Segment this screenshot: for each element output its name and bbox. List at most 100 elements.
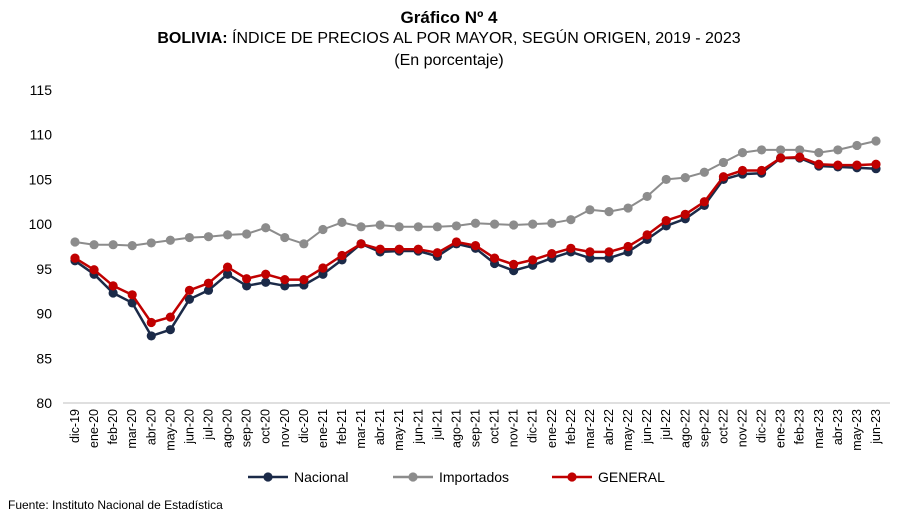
- x-tick-label: jul-20: [202, 409, 216, 441]
- data-point-general: [528, 255, 538, 265]
- data-point-general: [795, 152, 805, 162]
- data-point-importados: [623, 203, 633, 213]
- data-point-general: [318, 263, 328, 273]
- data-point-general: [337, 250, 347, 261]
- data-point-importados: [718, 157, 729, 168]
- data-point-importados: [489, 219, 500, 229]
- data-point-importados: [737, 148, 748, 158]
- x-tick-label: feb-22: [564, 409, 578, 444]
- y-tick-label: 80: [36, 395, 52, 411]
- x-tick-label: oct-20: [259, 409, 273, 444]
- chart-units: (En porcentaje): [394, 52, 504, 69]
- data-point-importados: [413, 222, 423, 232]
- data-point-importados: [394, 222, 404, 232]
- data-point-general: [165, 312, 175, 322]
- x-tick-label: dic-21: [526, 409, 540, 443]
- data-point-importados: [547, 218, 557, 228]
- data-point-general: [718, 172, 729, 182]
- data-point-general: [489, 253, 500, 263]
- x-tick-label: abr-20: [144, 409, 158, 445]
- x-tick-label: dic-19: [68, 409, 82, 443]
- data-point-importados: [70, 237, 80, 247]
- x-tick-label: mar-23: [812, 409, 826, 449]
- chart-subtitle: BOLIVIA: ÍNDICE DE PRECIOS AL POR MAYOR,…: [0, 30, 898, 48]
- data-point-general: [127, 290, 137, 300]
- x-tick-label: jul-21: [430, 409, 444, 441]
- x-tick-label: ago-21: [449, 409, 463, 448]
- source-note: Fuente: Instituto Nacional de Estadístic…: [8, 498, 223, 512]
- data-point-importados: [528, 219, 538, 229]
- data-point-importados: [203, 232, 214, 242]
- legend-marker-nacional: [263, 472, 273, 482]
- y-tick-label: 115: [30, 82, 53, 98]
- data-point-general: [356, 239, 366, 249]
- data-point-general: [604, 247, 614, 257]
- x-tick-label: mar-21: [354, 409, 368, 449]
- data-point-nacional: [127, 298, 137, 308]
- x-tick-label: may-20: [163, 409, 177, 451]
- data-point-importados: [699, 167, 709, 177]
- legend-marker-general: [567, 472, 577, 482]
- data-point-general: [623, 241, 633, 252]
- data-point-general: [413, 244, 423, 254]
- data-point-importados: [222, 230, 233, 240]
- x-tick-label: nov-22: [736, 409, 750, 447]
- data-point-general: [70, 253, 80, 263]
- x-tick-label: oct-22: [716, 409, 730, 444]
- data-point-general: [261, 269, 271, 279]
- data-point-general: [547, 249, 557, 259]
- subtitle-country: BOLIVIA:: [157, 30, 228, 47]
- data-point-general: [680, 209, 690, 219]
- series-line-importados: [74, 140, 877, 247]
- x-tick-label: abr-23: [831, 409, 845, 445]
- data-point-general: [89, 265, 99, 275]
- data-point-importados: [165, 235, 175, 245]
- data-point-general: [661, 215, 671, 226]
- data-point-nacional: [108, 288, 118, 298]
- data-point-importados: [642, 191, 652, 202]
- data-point-importados: [795, 145, 805, 155]
- data-point-importados: [451, 221, 462, 231]
- x-tick-label: ago-22: [678, 409, 692, 448]
- data-point-general: [451, 237, 462, 247]
- data-point-importados: [356, 222, 366, 232]
- subtitle-text: ÍNDICE DE PRECIOS AL POR MAYOR, SEGÚN OR…: [227, 30, 741, 47]
- data-point-importados: [776, 145, 786, 155]
- data-point-importados: [261, 223, 271, 233]
- data-point-importados: [432, 222, 442, 232]
- y-tick-label: 105: [29, 171, 53, 187]
- x-tick-label: sep-21: [469, 409, 483, 447]
- data-point-importados: [585, 205, 595, 215]
- data-point-general: [814, 159, 824, 169]
- x-tick-label: nov-21: [507, 409, 521, 447]
- data-point-general: [566, 243, 576, 253]
- data-point-general: [871, 159, 881, 169]
- data-point-importados: [337, 217, 347, 227]
- x-tick-label: feb-20: [106, 409, 120, 444]
- data-point-importados: [604, 207, 614, 217]
- data-point-general: [432, 248, 442, 258]
- data-point-general: [470, 241, 481, 251]
- data-point-general: [394, 244, 404, 254]
- data-point-nacional: [261, 277, 271, 287]
- legend-label-general: GENERAL: [598, 469, 665, 485]
- data-point-importados: [680, 173, 690, 183]
- data-point-importados: [108, 240, 118, 250]
- data-point-importados: [470, 218, 481, 228]
- data-point-general: [242, 274, 252, 284]
- x-tick-label: jul-22: [659, 409, 673, 441]
- x-tick-label: nov-20: [278, 409, 292, 447]
- data-point-general: [222, 262, 233, 272]
- x-tick-label: ene-23: [774, 409, 788, 448]
- y-tick-label: 85: [36, 350, 52, 366]
- data-point-importados: [852, 140, 862, 151]
- data-point-general: [776, 153, 786, 163]
- x-tick-label: mar-22: [583, 409, 597, 449]
- data-point-importados: [814, 148, 824, 158]
- data-point-importados: [89, 240, 99, 250]
- data-point-general: [756, 165, 767, 176]
- data-point-general: [280, 274, 290, 285]
- x-tick-label: jun-21: [411, 409, 425, 445]
- data-point-importados: [127, 241, 137, 251]
- data-point-general: [108, 281, 118, 291]
